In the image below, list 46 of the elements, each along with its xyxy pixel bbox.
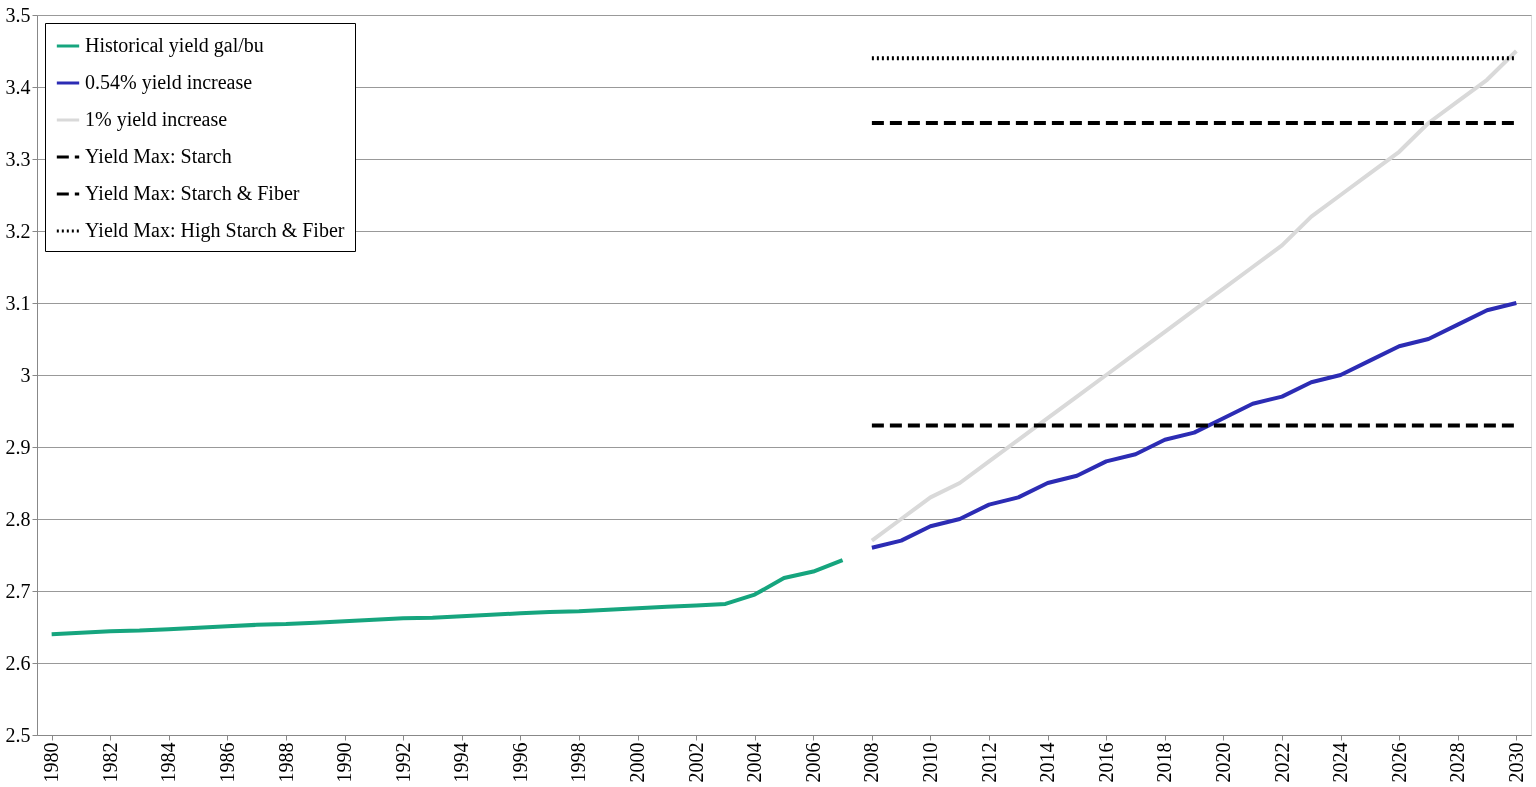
x-tick-label: 1990 bbox=[333, 742, 356, 783]
x-tick-label: 2012 bbox=[977, 742, 1000, 783]
x-tick-label: 2022 bbox=[1270, 742, 1293, 783]
x-tick-label: 2010 bbox=[918, 742, 941, 783]
y-tick-label: 2.6 bbox=[5, 651, 31, 674]
x-tick-label: 2024 bbox=[1329, 742, 1352, 783]
legend-label: Yield Max: High Starch & Fiber bbox=[85, 219, 345, 242]
line-series bbox=[869, 301, 1519, 550]
x-tick-label: 1982 bbox=[98, 742, 121, 783]
x-tick-label: 2026 bbox=[1387, 742, 1410, 783]
x-tick-label: 2004 bbox=[743, 742, 766, 783]
y-tick-label: 2.7 bbox=[5, 579, 31, 602]
y-tick-label: 3.3 bbox=[5, 147, 31, 170]
y-tick-label: 2.9 bbox=[5, 435, 31, 458]
y-tick-label: 3.4 bbox=[5, 75, 31, 98]
x-tick-label: 1992 bbox=[391, 742, 414, 783]
x-tick-label: 2016 bbox=[1094, 742, 1117, 783]
x-tick-label: 2000 bbox=[626, 742, 649, 783]
y-tick-label: 3.1 bbox=[5, 291, 31, 314]
legend-label: Historical yield gal/bu bbox=[85, 34, 264, 57]
x-tick-label: 2028 bbox=[1446, 742, 1469, 783]
x-tick-label: 2014 bbox=[1036, 742, 1059, 783]
line-series bbox=[869, 49, 1519, 543]
x-tick-label: 2018 bbox=[1153, 742, 1176, 783]
legend-label: 1% yield increase bbox=[85, 108, 228, 131]
x-tick-label: 2008 bbox=[860, 742, 883, 783]
legend-label: Yield Max: Starch bbox=[85, 145, 232, 167]
x-tick-label: 1984 bbox=[157, 742, 180, 783]
y-tick-label: 3.2 bbox=[5, 219, 31, 242]
x-tick-label: 2020 bbox=[1211, 742, 1234, 783]
x-tick-label: 1998 bbox=[567, 742, 590, 783]
y-tick-label: 2.8 bbox=[5, 507, 31, 530]
y-tick-label: 3.5 bbox=[5, 3, 31, 26]
x-tick-label: 2006 bbox=[801, 742, 824, 783]
x-tick-label: 1994 bbox=[450, 742, 473, 783]
legend-label: Yield Max: Starch & Fiber bbox=[85, 182, 300, 204]
x-tick-label: 1988 bbox=[274, 742, 297, 783]
line-series bbox=[49, 558, 845, 637]
x-tick-label: 1996 bbox=[508, 742, 531, 783]
x-tick-label: 1980 bbox=[40, 742, 63, 783]
legend-label: 0.54% yield increase bbox=[85, 71, 253, 94]
y-tick-label: 3 bbox=[20, 363, 31, 386]
y-tick-label: 2.5 bbox=[5, 723, 31, 746]
x-tick-label: 1986 bbox=[215, 742, 238, 783]
x-tick-label: 2002 bbox=[684, 742, 707, 783]
x-tick-label: 2030 bbox=[1504, 742, 1527, 783]
